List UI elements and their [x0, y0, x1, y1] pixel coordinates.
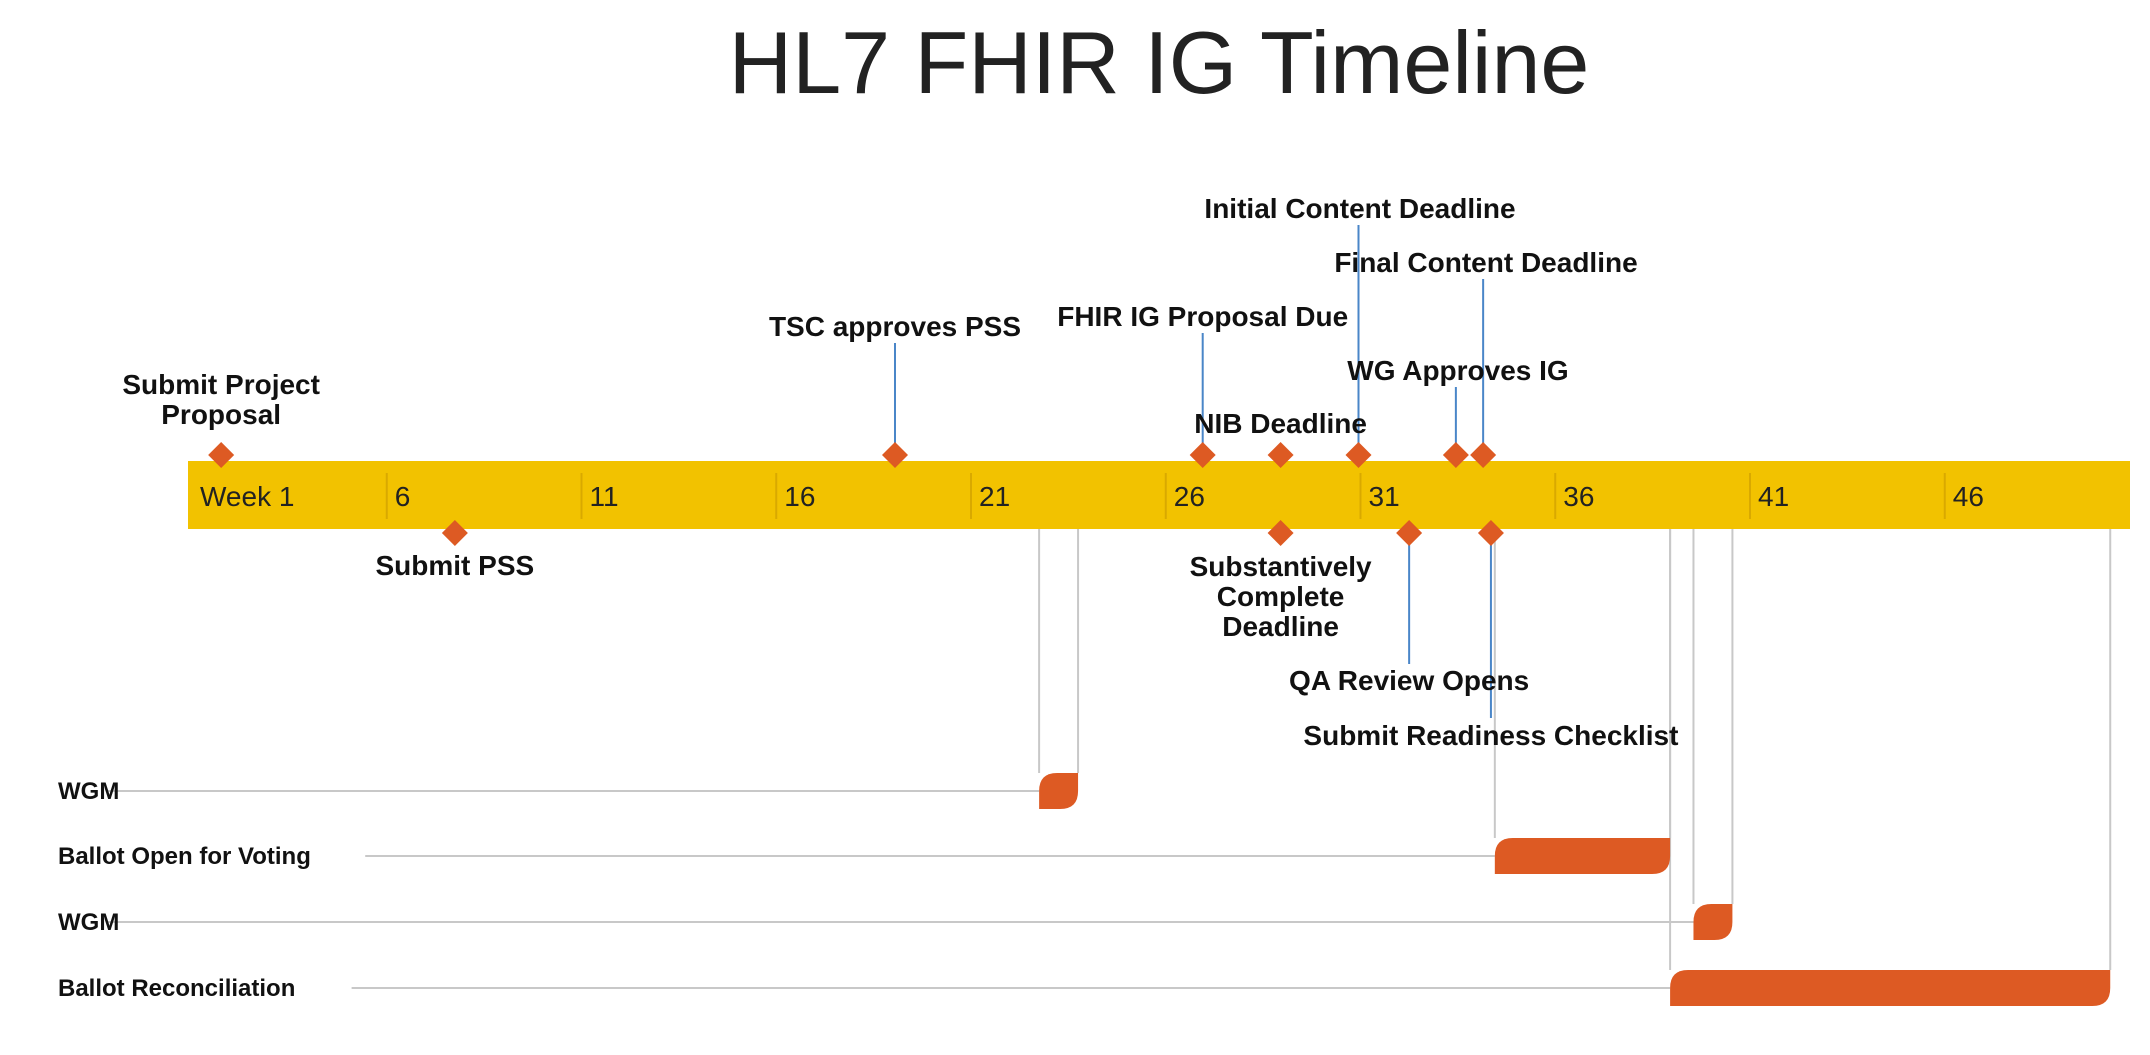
task-bars: WGM Ballot Open for Voting WGM Ballot Recon… — [58, 773, 2111, 1006]
task-label: WGM — [58, 778, 119, 805]
task-label: WGM — [58, 909, 119, 936]
axis-tick-label: 11 — [590, 481, 619, 512]
axis-tick-label: Week 1 — [200, 481, 294, 512]
milestone-diamond — [1396, 520, 1423, 546]
page-title: HL7 FHIR IG Timeline — [728, 13, 1590, 112]
axis-tick-label: 26 — [1174, 481, 1205, 512]
axis-ticks: Week 1 6 11 16 21 26 31 36 41 46 — [200, 473, 1984, 519]
milestone-label: NIB Deadline — [1194, 408, 1367, 439]
milestone-label: Submit PSS — [376, 550, 535, 581]
milestone-leaders — [893, 225, 1492, 718]
milestone-diamond — [1267, 442, 1294, 468]
axis-tick-label: 36 — [1563, 481, 1594, 512]
milestone-diamond — [208, 442, 235, 468]
milestone-label-line: QA Review Opens — [1289, 665, 1529, 696]
milestone-label-line: Submit PSS — [376, 550, 535, 581]
milestone-label: Submit Readiness Checklist — [1303, 720, 1678, 751]
milestone-label-line: Final Content Deadline — [1334, 247, 1637, 278]
axis-tick-label: 46 — [1953, 481, 1984, 512]
milestone-label-line: Substantively — [1190, 551, 1372, 582]
milestone-diamond — [1189, 442, 1216, 468]
axis-tick-label: 31 — [1369, 481, 1400, 512]
task-label: Ballot Reconciliation — [58, 975, 295, 1002]
axis-tick-label: 16 — [784, 481, 815, 512]
axis-tick-label: 6 — [395, 481, 411, 512]
milestone-label-line: Proposal — [161, 399, 281, 430]
milestone-diamond — [1470, 442, 1497, 468]
milestone-diamond — [1442, 442, 1469, 468]
milestone-diamond — [1345, 442, 1372, 468]
milestone-label: Substantively Complete Deadline — [1190, 551, 1372, 642]
milestone-label: WG Approves IG — [1347, 355, 1568, 386]
milestone-label: Submit Project Proposal — [122, 369, 320, 430]
milestone-diamond — [1267, 520, 1294, 546]
milestone-label: Final Content Deadline — [1334, 247, 1637, 278]
milestone-label-line: Deadline — [1222, 611, 1339, 642]
milestone-label: TSC approves PSS — [769, 311, 1021, 342]
milestone-label: FHIR IG Proposal Due — [1057, 301, 1348, 332]
timeline-band — [188, 461, 2130, 529]
axis-tick-label: 41 — [1758, 481, 1789, 512]
axis-tick-label: 21 — [979, 481, 1010, 512]
task-bar — [1670, 970, 2111, 1006]
milestone-label-line: WG Approves IG — [1347, 355, 1568, 386]
milestone-label-line: Submit Project — [122, 369, 320, 400]
task-connector-lines — [106, 529, 2112, 989]
milestone-label: QA Review Opens — [1289, 665, 1529, 696]
milestone-markers — [208, 442, 1504, 546]
milestone-label-line: TSC approves PSS — [769, 311, 1021, 342]
milestone-diamond — [881, 442, 908, 468]
milestone-diamond — [441, 520, 468, 546]
milestone-label-line: Complete — [1217, 581, 1345, 612]
milestone-label-line: FHIR IG Proposal Due — [1057, 301, 1348, 332]
task-bar — [1693, 904, 1733, 940]
task-label: Ballot Open for Voting — [58, 843, 311, 870]
milestone-diamond — [1477, 520, 1504, 546]
milestone-label-line: NIB Deadline — [1194, 408, 1367, 439]
milestone-labels: Submit Project Proposal Submit PSS TSC appr… — [122, 193, 1678, 751]
milestone-label: Initial Content Deadline — [1204, 193, 1515, 224]
milestone-label-line: Submit Readiness Checklist — [1303, 720, 1678, 751]
milestone-label-line: Initial Content Deadline — [1204, 193, 1515, 224]
task-bar — [1039, 773, 1079, 809]
task-bar — [1494, 838, 1671, 874]
